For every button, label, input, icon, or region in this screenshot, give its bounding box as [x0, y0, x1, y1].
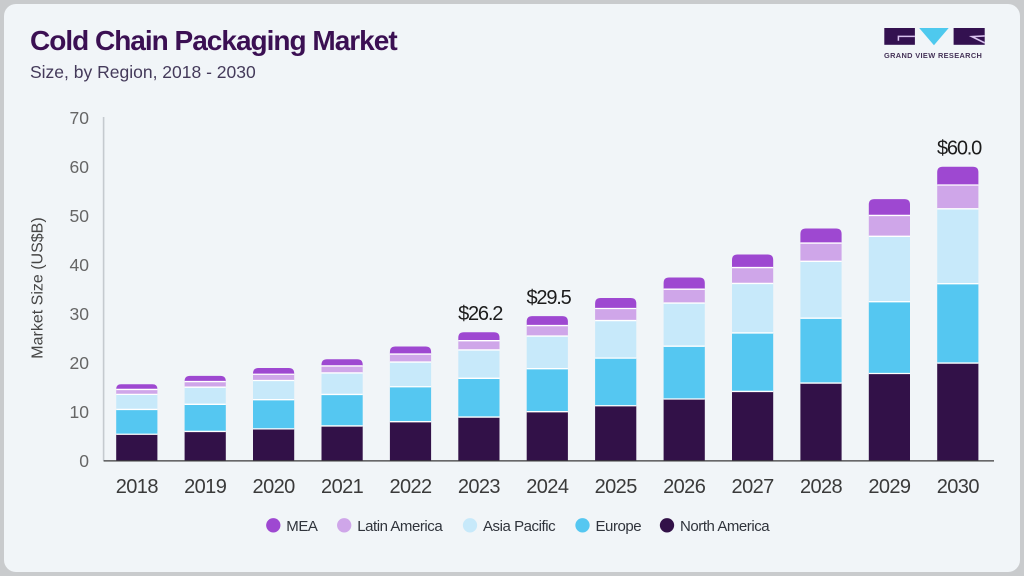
svg-text:Asia Pacific: Asia Pacific: [483, 518, 556, 535]
svg-text:2022: 2022: [389, 476, 432, 498]
svg-text:2020: 2020: [253, 476, 296, 498]
svg-text:$26.2: $26.2: [458, 303, 503, 325]
svg-text:2028: 2028: [800, 476, 843, 498]
svg-text:2025: 2025: [595, 476, 638, 498]
svg-text:50: 50: [70, 206, 90, 226]
svg-text:2023: 2023: [458, 476, 501, 498]
svg-text:60: 60: [70, 157, 90, 177]
svg-text:Latin America: Latin America: [357, 518, 443, 535]
svg-text:2030: 2030: [937, 476, 980, 498]
svg-text:GRAND VIEW RESEARCH: GRAND VIEW RESEARCH: [884, 51, 982, 58]
svg-text:30: 30: [70, 304, 90, 324]
svg-text:North America: North America: [680, 518, 770, 535]
svg-text:10: 10: [70, 402, 90, 422]
svg-text:2021: 2021: [321, 476, 364, 498]
svg-text:$60.0: $60.0: [937, 138, 982, 160]
svg-text:2027: 2027: [732, 476, 775, 498]
svg-text:40: 40: [70, 255, 90, 275]
svg-text:Europe: Europe: [596, 518, 642, 535]
svg-text:2026: 2026: [663, 476, 706, 498]
svg-text:Market Size (US$B): Market Size (US$B): [30, 217, 47, 358]
svg-text:20: 20: [70, 353, 90, 373]
svg-text:2024: 2024: [526, 476, 569, 498]
svg-text:0: 0: [79, 451, 89, 471]
svg-text:70: 70: [70, 108, 90, 128]
svg-text:MEA: MEA: [286, 518, 318, 535]
svg-text:$29.5: $29.5: [526, 287, 571, 309]
svg-text:2018: 2018: [116, 476, 159, 498]
svg-text:2029: 2029: [868, 476, 911, 498]
svg-text:2019: 2019: [184, 476, 227, 498]
